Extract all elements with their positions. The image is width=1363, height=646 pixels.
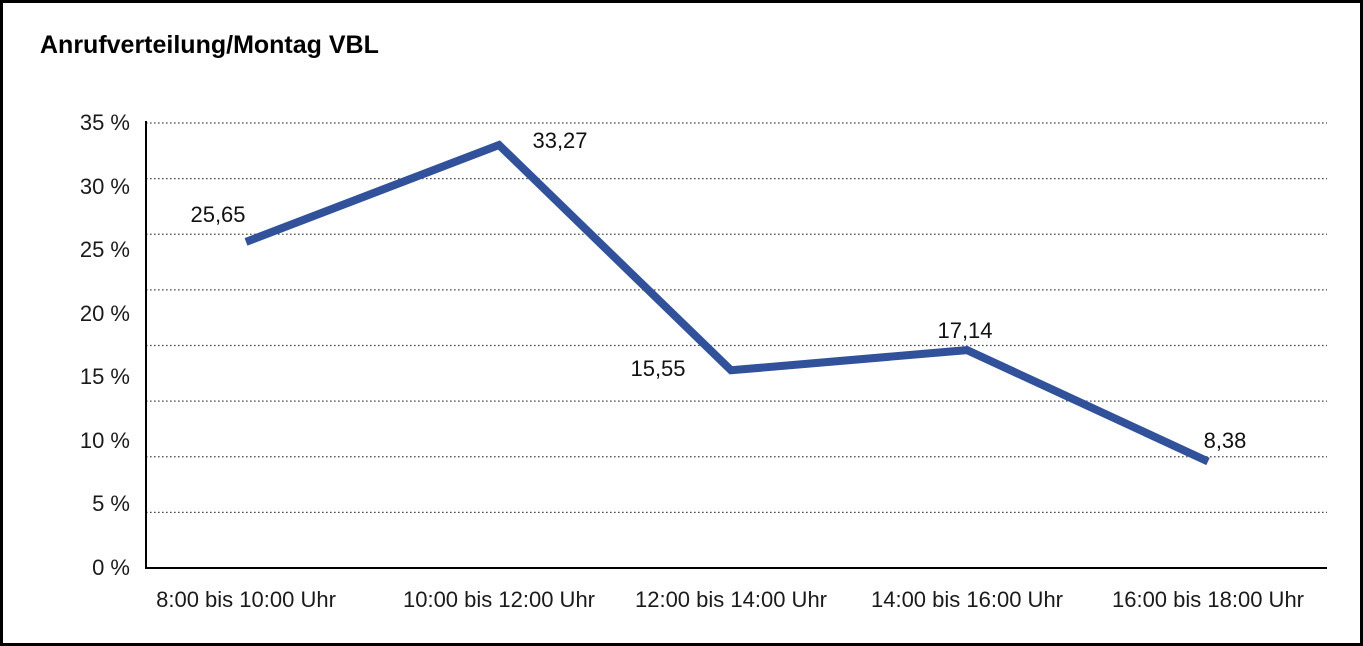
data-point-label: 15,55	[630, 356, 686, 382]
x-axis-label: 12:00 bis 14:00 Uhr	[634, 587, 828, 612]
y-tick-label: 0 %	[92, 555, 130, 580]
y-tick-label: 15 %	[79, 364, 130, 390]
y-tick-label: 25 %	[79, 237, 130, 263]
chart-title: Anrufverteilung/Montag VBL	[40, 31, 379, 59]
data-point-label: 25,65	[190, 201, 246, 227]
x-axis-label: 10:00 bis 12:00 Uhr	[402, 587, 596, 612]
y-tick-label: 5 %	[92, 491, 130, 517]
x-axis-label: 14:00 bis 16:00 Uhr	[870, 587, 1064, 612]
y-tick-label: 10 %	[79, 427, 130, 453]
data-point-label: 17,14	[937, 318, 993, 344]
data-line	[244, 140, 1210, 466]
line-chart-plot	[145, 121, 1327, 569]
x-axis-label: 8:00 bis 10:00 Uhr	[156, 587, 336, 612]
gridlines	[146, 122, 1327, 514]
y-tick-label: 20 %	[79, 300, 130, 326]
data-point-label: 8,38	[1203, 428, 1247, 454]
x-axis-label: 16:00 bis 18:00 Uhr	[1111, 587, 1305, 612]
data-point-label: 33,27	[532, 127, 588, 153]
y-tick-label: 35 %	[79, 110, 130, 135]
y-tick-label: 30 %	[79, 173, 130, 199]
